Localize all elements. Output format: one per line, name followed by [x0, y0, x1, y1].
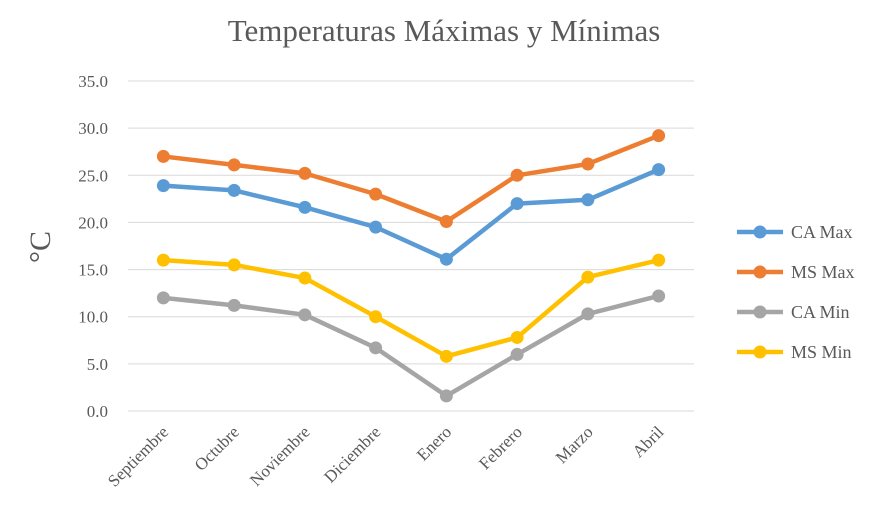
- y-tick-label: 5.0: [87, 355, 108, 374]
- chart-title: Temperaturas Máximas y Mínimas: [228, 13, 661, 48]
- data-point: [439, 389, 453, 403]
- data-point: [510, 168, 524, 182]
- x-tick-label: Enero: [413, 422, 455, 464]
- y-axis-ticks: 0.0 5.0 10.0 15.0 20.0 25.0 30.0 35.0: [78, 72, 108, 421]
- data-point: [298, 166, 312, 180]
- series-group: [156, 129, 666, 403]
- series-line: [161, 293, 661, 399]
- y-tick-label: 15.0: [78, 261, 108, 280]
- legend-marker: [753, 225, 767, 239]
- x-tick-label: Marzo: [552, 422, 597, 467]
- y-axis-label: °C: [24, 231, 57, 263]
- data-point: [369, 187, 383, 201]
- legend: CA Max MS Max CA Min MS Min: [737, 222, 855, 362]
- series-ca-min: [156, 289, 666, 403]
- legend-marker: [753, 305, 767, 319]
- data-point: [439, 349, 453, 363]
- legend-label: CA Min: [791, 302, 850, 322]
- series-ca-max: [156, 163, 666, 266]
- data-point: [227, 183, 241, 197]
- data-point: [156, 253, 170, 267]
- y-tick-label: 10.0: [78, 308, 108, 327]
- y-tick-label: 35.0: [78, 72, 108, 91]
- x-axis-ticks: Septiembre Octubre Noviembre Diciembre Enero…: [104, 422, 668, 490]
- legend-marker: [753, 345, 767, 359]
- gridlines: [128, 80, 694, 412]
- x-tick-label: Octubre: [191, 422, 243, 474]
- x-tick-label: Abril: [629, 422, 668, 461]
- data-point: [156, 291, 170, 305]
- legend-item: MS Max: [737, 262, 855, 282]
- data-point: [581, 157, 595, 171]
- series-line: [161, 167, 661, 262]
- series-line: [161, 257, 661, 359]
- legend-item: MS Min: [737, 342, 852, 362]
- data-point: [227, 258, 241, 272]
- data-point: [581, 307, 595, 321]
- y-tick-label: 25.0: [78, 166, 108, 185]
- x-tick-label: Diciembre: [320, 422, 384, 486]
- legend-item: CA Min: [737, 302, 850, 322]
- x-tick-label: Febrero: [475, 422, 526, 473]
- data-point: [439, 214, 453, 228]
- series-ms-max: [156, 129, 666, 228]
- data-point: [510, 347, 524, 361]
- data-point: [369, 341, 383, 355]
- data-point: [439, 252, 453, 266]
- data-point: [369, 220, 383, 234]
- data-point: [298, 200, 312, 214]
- data-point: [581, 270, 595, 284]
- legend-label: MS Min: [791, 342, 852, 362]
- data-point: [298, 308, 312, 322]
- y-tick-label: 20.0: [78, 213, 108, 232]
- data-point: [298, 271, 312, 285]
- y-tick-label: 0.0: [87, 402, 108, 421]
- series-line: [161, 133, 661, 224]
- legend-item: CA Max: [737, 222, 853, 242]
- data-point: [652, 253, 666, 267]
- series-ms-min: [156, 253, 666, 363]
- data-point: [227, 158, 241, 172]
- y-tick-label: 30.0: [78, 119, 108, 138]
- data-point: [156, 179, 170, 193]
- data-point: [652, 163, 666, 177]
- data-point: [652, 129, 666, 143]
- data-point: [156, 149, 170, 163]
- legend-label: MS Max: [791, 262, 855, 282]
- legend-label: CA Max: [791, 222, 853, 242]
- data-point: [581, 193, 595, 207]
- data-point: [369, 310, 383, 324]
- data-point: [510, 197, 524, 211]
- data-point: [227, 298, 241, 312]
- legend-marker: [753, 265, 767, 279]
- x-tick-label: Noviembre: [246, 422, 314, 490]
- x-tick-label: Septiembre: [104, 422, 172, 490]
- data-point: [510, 330, 524, 344]
- data-point: [652, 289, 666, 303]
